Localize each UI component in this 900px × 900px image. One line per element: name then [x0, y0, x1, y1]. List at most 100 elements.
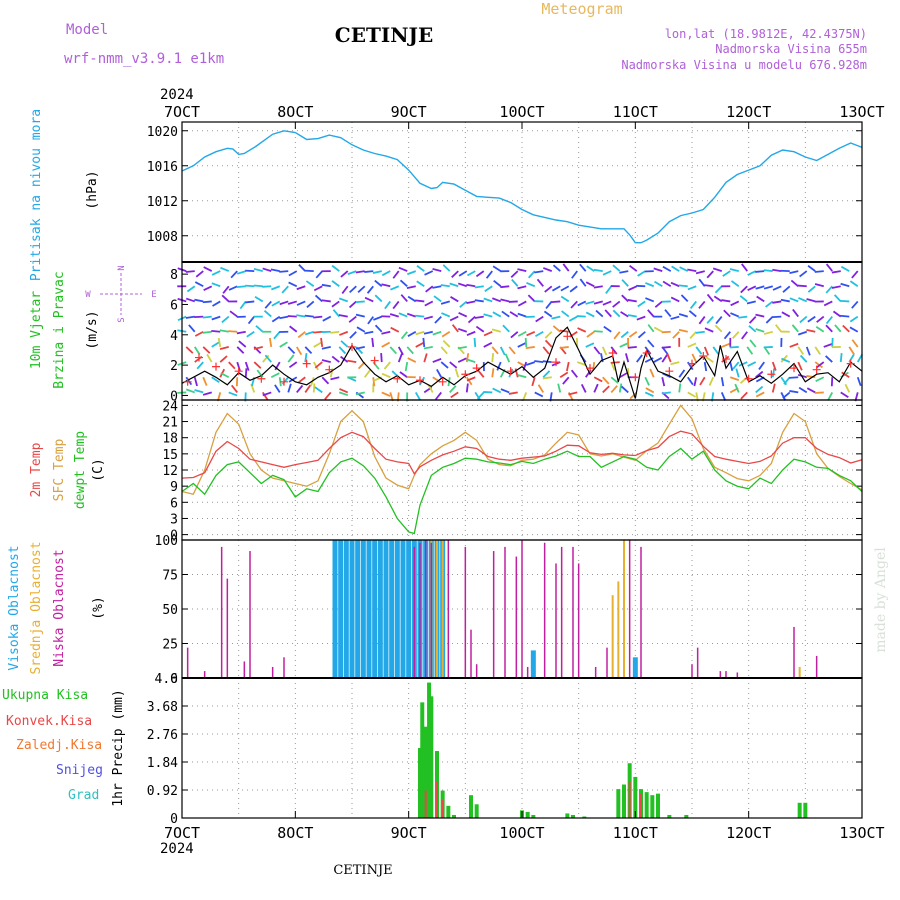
- y-tick-label: 2: [170, 359, 178, 374]
- wind-arrow: [211, 315, 221, 321]
- wind-arrow: [706, 270, 714, 279]
- wind-arrow: [792, 308, 799, 318]
- wind-arrow: [271, 300, 281, 307]
- wind-arrow: [491, 328, 501, 333]
- wind-arrow: [654, 300, 663, 308]
- wind-arrow: [262, 354, 270, 363]
- wind-arrow: [661, 346, 671, 349]
- wind-arrow: [434, 391, 442, 401]
- wind-arrow: [729, 346, 739, 349]
- cloud-low-bar: [719, 671, 722, 678]
- cloud-grid: 0 25 50 75 100: [155, 534, 862, 687]
- wind-arrow: [281, 285, 289, 294]
- cloud-high-bar: [360, 540, 366, 678]
- wind-arrow: [304, 346, 313, 355]
- wind-arrow: [848, 353, 855, 363]
- wind-arrow: [202, 391, 212, 396]
- wind-arrow: [381, 283, 391, 288]
- wind-arrow: [851, 339, 859, 348]
- wind-arrow: [440, 346, 448, 355]
- cloud-high-bar: [332, 540, 338, 678]
- wind-arrow: [331, 355, 340, 363]
- wind-gust-mark: [370, 356, 379, 365]
- wind-arrow: [356, 326, 366, 333]
- model-altitude: Nadmorska Visina u modelu 676.928m: [621, 58, 867, 72]
- wind-arrow: [424, 270, 434, 276]
- wind-gust-mark: [586, 364, 594, 373]
- wind-arrow: [493, 279, 502, 287]
- wind-gust-mark: [790, 364, 798, 373]
- wind-arrow: [653, 326, 663, 333]
- wind-arrow: [475, 325, 485, 333]
- wind-arrow: [434, 315, 442, 324]
- wind-arrow: [740, 285, 748, 294]
- wind-arrow: [670, 281, 680, 288]
- wind-arrow: [688, 310, 697, 318]
- wind-arrow: [629, 264, 638, 272]
- wind-arrow: [381, 330, 391, 335]
- wind-arrow: [355, 346, 365, 350]
- wind-arrow: [492, 265, 502, 272]
- wind-arrow: [612, 309, 621, 318]
- wind-arrow: [517, 374, 527, 379]
- wind-arrow: [297, 331, 306, 339]
- wind-arrow: [672, 331, 680, 339]
- wind-arrow: [492, 387, 502, 394]
- cloud-high-bar: [400, 540, 406, 678]
- y-tick-label: 15: [162, 448, 178, 463]
- wind-arrow: [706, 315, 714, 324]
- wind-arrow: [427, 384, 434, 393]
- wind-arrow: [698, 300, 706, 309]
- wind-arrow: [856, 376, 862, 387]
- wind-arrow: [763, 330, 773, 335]
- wind-arrow: [620, 385, 629, 394]
- cloud-low-bar: [572, 546, 574, 678]
- wind-arrow: [569, 285, 578, 293]
- watermark: made by Angel: [873, 547, 889, 653]
- wind-arrow: [219, 346, 229, 350]
- wind-gust-mark: [302, 359, 311, 368]
- precip-total-bar: [565, 813, 570, 818]
- wind-arrow: [552, 264, 561, 272]
- wind-arrow: [839, 353, 843, 363]
- y-tick-label: 21: [162, 416, 178, 431]
- y-tick-label: 3.68: [147, 700, 178, 715]
- wind-arrow: [595, 309, 604, 318]
- wind-arrow: [840, 299, 850, 303]
- wind-arrow: [772, 300, 782, 304]
- wind-arrow: [500, 298, 510, 303]
- precip-label-snow: Snijeg: [56, 763, 103, 778]
- wind-arrow: [304, 314, 314, 318]
- cloud-low-bar: [815, 655, 818, 678]
- wind-arrow: [749, 339, 757, 348]
- precip-total-bar: [616, 789, 621, 818]
- wind-arrow: [296, 285, 306, 291]
- wind-arrow: [807, 264, 816, 272]
- wind-arrow: [593, 268, 603, 272]
- cloud-low-bar: [430, 542, 433, 678]
- wind-arrow: [534, 330, 544, 338]
- precip-total-bar: [684, 814, 689, 818]
- wind-arrow: [297, 376, 306, 384]
- y-tick-label: 12: [162, 464, 178, 479]
- wind-arrow: [645, 297, 655, 303]
- wind-arrow: [355, 391, 365, 396]
- wind-arrow: [586, 265, 595, 272]
- cloud-high-bar: [355, 540, 361, 678]
- wind-arrow: [772, 315, 782, 318]
- wind-arrow: [510, 270, 519, 278]
- wind-arrow: [849, 326, 859, 333]
- x-tick-label-bottom: 12OCT: [726, 824, 771, 842]
- wind-arrow: [244, 368, 248, 378]
- wind-arrow: [774, 324, 782, 333]
- dewpoint-line: [181, 447, 863, 535]
- wind-arrow: [755, 285, 765, 290]
- wind-arrow: [544, 285, 553, 293]
- wind-arrow: [849, 315, 859, 323]
- wind-arrow: [799, 315, 808, 324]
- wind-arrow: [279, 300, 289, 306]
- wind-arrow: [577, 300, 587, 307]
- wind-arrow: [321, 359, 331, 363]
- wind-arrow: [790, 279, 799, 287]
